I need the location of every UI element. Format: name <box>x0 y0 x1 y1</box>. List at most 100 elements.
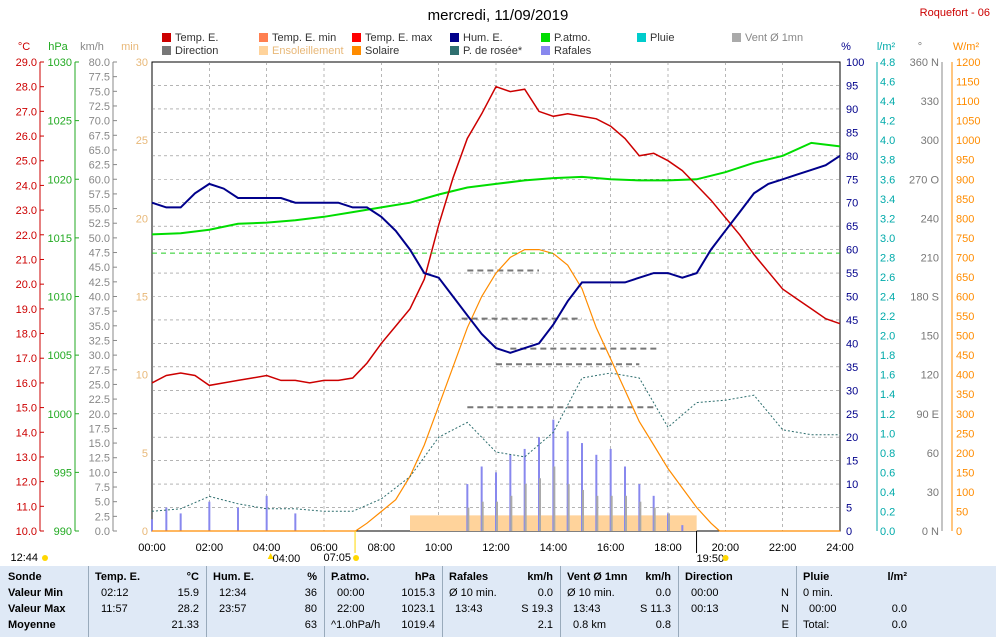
press-max-val: 1023.1 <box>401 603 435 615</box>
temp-tick: 28.0 <box>16 82 37 94</box>
wind-tick: 55.0 <box>89 204 110 216</box>
wind-tick: 20.0 <box>89 409 110 421</box>
temp-tick: 21.0 <box>16 254 37 266</box>
rain-tick: 2.6 <box>880 272 895 284</box>
dir-max-val: N <box>781 603 789 615</box>
rain-tick: 2.4 <box>880 292 895 304</box>
col-hum: Hum. E.% 12:34 36 23:57 80 63 <box>206 566 325 637</box>
temp-tick: 27.0 <box>16 106 37 118</box>
axis-unit-right: ° <box>918 41 922 53</box>
temp-tick: 22.0 <box>16 230 37 242</box>
x-tick-label: 16:00 <box>597 542 625 554</box>
sun-icon <box>42 555 48 561</box>
humidity-tick: 60 <box>846 245 858 257</box>
gust-bar <box>165 507 168 531</box>
pressure-tick: 1000 <box>48 409 72 421</box>
pressure-tick: 1030 <box>48 57 72 69</box>
hdr-vent: Vent Ø 1mn <box>567 571 628 583</box>
legend-label: P.atmo. <box>554 32 591 44</box>
rain-tick: 0.6 <box>880 467 895 479</box>
gust-bar <box>294 513 297 531</box>
legend: Temp. E. Temp. E. min Temp. E. max Hum. E. P… <box>162 32 803 57</box>
temperature-line <box>151 85 841 387</box>
legend-swatch <box>259 33 268 42</box>
col-direction: Direction 00:00 N 00:13 N E <box>678 566 797 637</box>
axis-unit-right: % <box>841 41 851 53</box>
hdr-hum-unit: % <box>307 571 317 583</box>
row-label-max: Valeur Max <box>8 603 66 615</box>
col-rafales: Rafales km/h Ø 10 min. 0.0 13:43 S 19.3 2.1 <box>442 566 561 637</box>
wind-tick: 0.0 <box>95 526 110 538</box>
rain-tick: 3.2 <box>880 213 895 225</box>
wind-tick: 35.0 <box>89 321 110 333</box>
solar-tick: 0 <box>956 526 962 538</box>
hum-max-time: 23:57 <box>219 603 247 615</box>
x-tick-label: 22:00 <box>769 542 797 554</box>
humidity-tick: 40 <box>846 338 858 350</box>
dir-max-time: 00:13 <box>691 603 719 615</box>
legend-swatch <box>732 33 741 42</box>
axis-unit-left: km/h <box>80 41 104 53</box>
pluie-total-label: Total: <box>803 619 830 631</box>
vent-min-val: 0.0 <box>655 587 671 599</box>
hdr-pluie: Pluie <box>803 571 830 583</box>
wind-tick: 72.5 <box>89 101 110 113</box>
humidity-tick: 5 <box>846 503 852 515</box>
temp-tick: 11.0 <box>16 501 37 513</box>
raf-max-time: 13:43 <box>455 603 483 615</box>
wind-mean-bar <box>653 507 656 531</box>
gust-bar <box>566 431 569 531</box>
wind-mean-bar <box>639 501 642 531</box>
legend-swatch <box>162 46 171 55</box>
solar-tick: 1200 <box>956 57 980 69</box>
vent-avg-time: 0.8 km <box>573 619 607 631</box>
daylength-label: 12:44 <box>10 552 38 564</box>
wind-mean-bar <box>481 501 484 531</box>
rain-tick: 3.6 <box>880 174 895 186</box>
wind-tick: 2.5 <box>95 511 110 523</box>
legend-label: Temp. E. max <box>365 32 433 44</box>
humidity-tick: 100 <box>846 57 864 69</box>
legend-swatch <box>162 33 171 42</box>
x-tick-label: 14:00 <box>540 542 568 554</box>
legend-label: Solaire <box>365 45 399 57</box>
hum-avg-val: 63 <box>304 619 317 631</box>
temp-tick: 20.0 <box>16 279 37 291</box>
temp-tick: 19.0 <box>16 304 37 316</box>
wind-tick: 57.5 <box>89 189 110 201</box>
solar-tick: 300 <box>956 409 974 421</box>
wind-tick: 17.5 <box>89 423 110 435</box>
legend-label: Ensoleillement <box>272 45 344 57</box>
vent-avg-val: 0.8 <box>655 619 671 631</box>
wind-mean-bar <box>668 513 670 531</box>
rain-tick: 4.4 <box>880 96 895 108</box>
gust-bar <box>265 495 268 531</box>
legend-swatch <box>450 46 459 55</box>
wind-tick: 77.5 <box>89 72 110 84</box>
solar-tick: 800 <box>956 213 974 225</box>
wind-tick: 10.0 <box>89 467 110 479</box>
col-press: P.atmo. hPa 00:00 1015.3 22:00 1023.1 ^1.0h… <box>324 566 443 637</box>
vent-max-val: S 11.3 <box>640 603 671 615</box>
wind-mean-bar <box>524 484 527 531</box>
solar-tick: 650 <box>956 272 974 284</box>
hdr-rafales: Rafales <box>449 571 489 583</box>
wind-tick: 5.0 <box>95 497 110 509</box>
rain-tick: 4.0 <box>880 135 895 147</box>
legend-label: Temp. E. <box>175 32 218 44</box>
dir-min-val: N <box>781 587 789 599</box>
press-avg-val: 1019.4 <box>401 619 435 631</box>
solar-tick: 100 <box>956 487 974 499</box>
direction-tick: 270 O <box>909 174 939 186</box>
x-tick-label: 06:00 <box>310 542 338 554</box>
wind-tick: 25.0 <box>89 379 110 391</box>
x-tick-label: 00:00 <box>138 542 166 554</box>
wind-tick: 45.0 <box>89 262 110 274</box>
hdr-vent-unit: km/h <box>645 571 671 583</box>
wind-tick: 80.0 <box>89 57 110 69</box>
solar-tick: 1050 <box>956 116 980 128</box>
legend-label: P. de rosée* <box>463 45 523 57</box>
rain-tick: 4.8 <box>880 57 895 69</box>
gust-bar <box>480 466 483 531</box>
